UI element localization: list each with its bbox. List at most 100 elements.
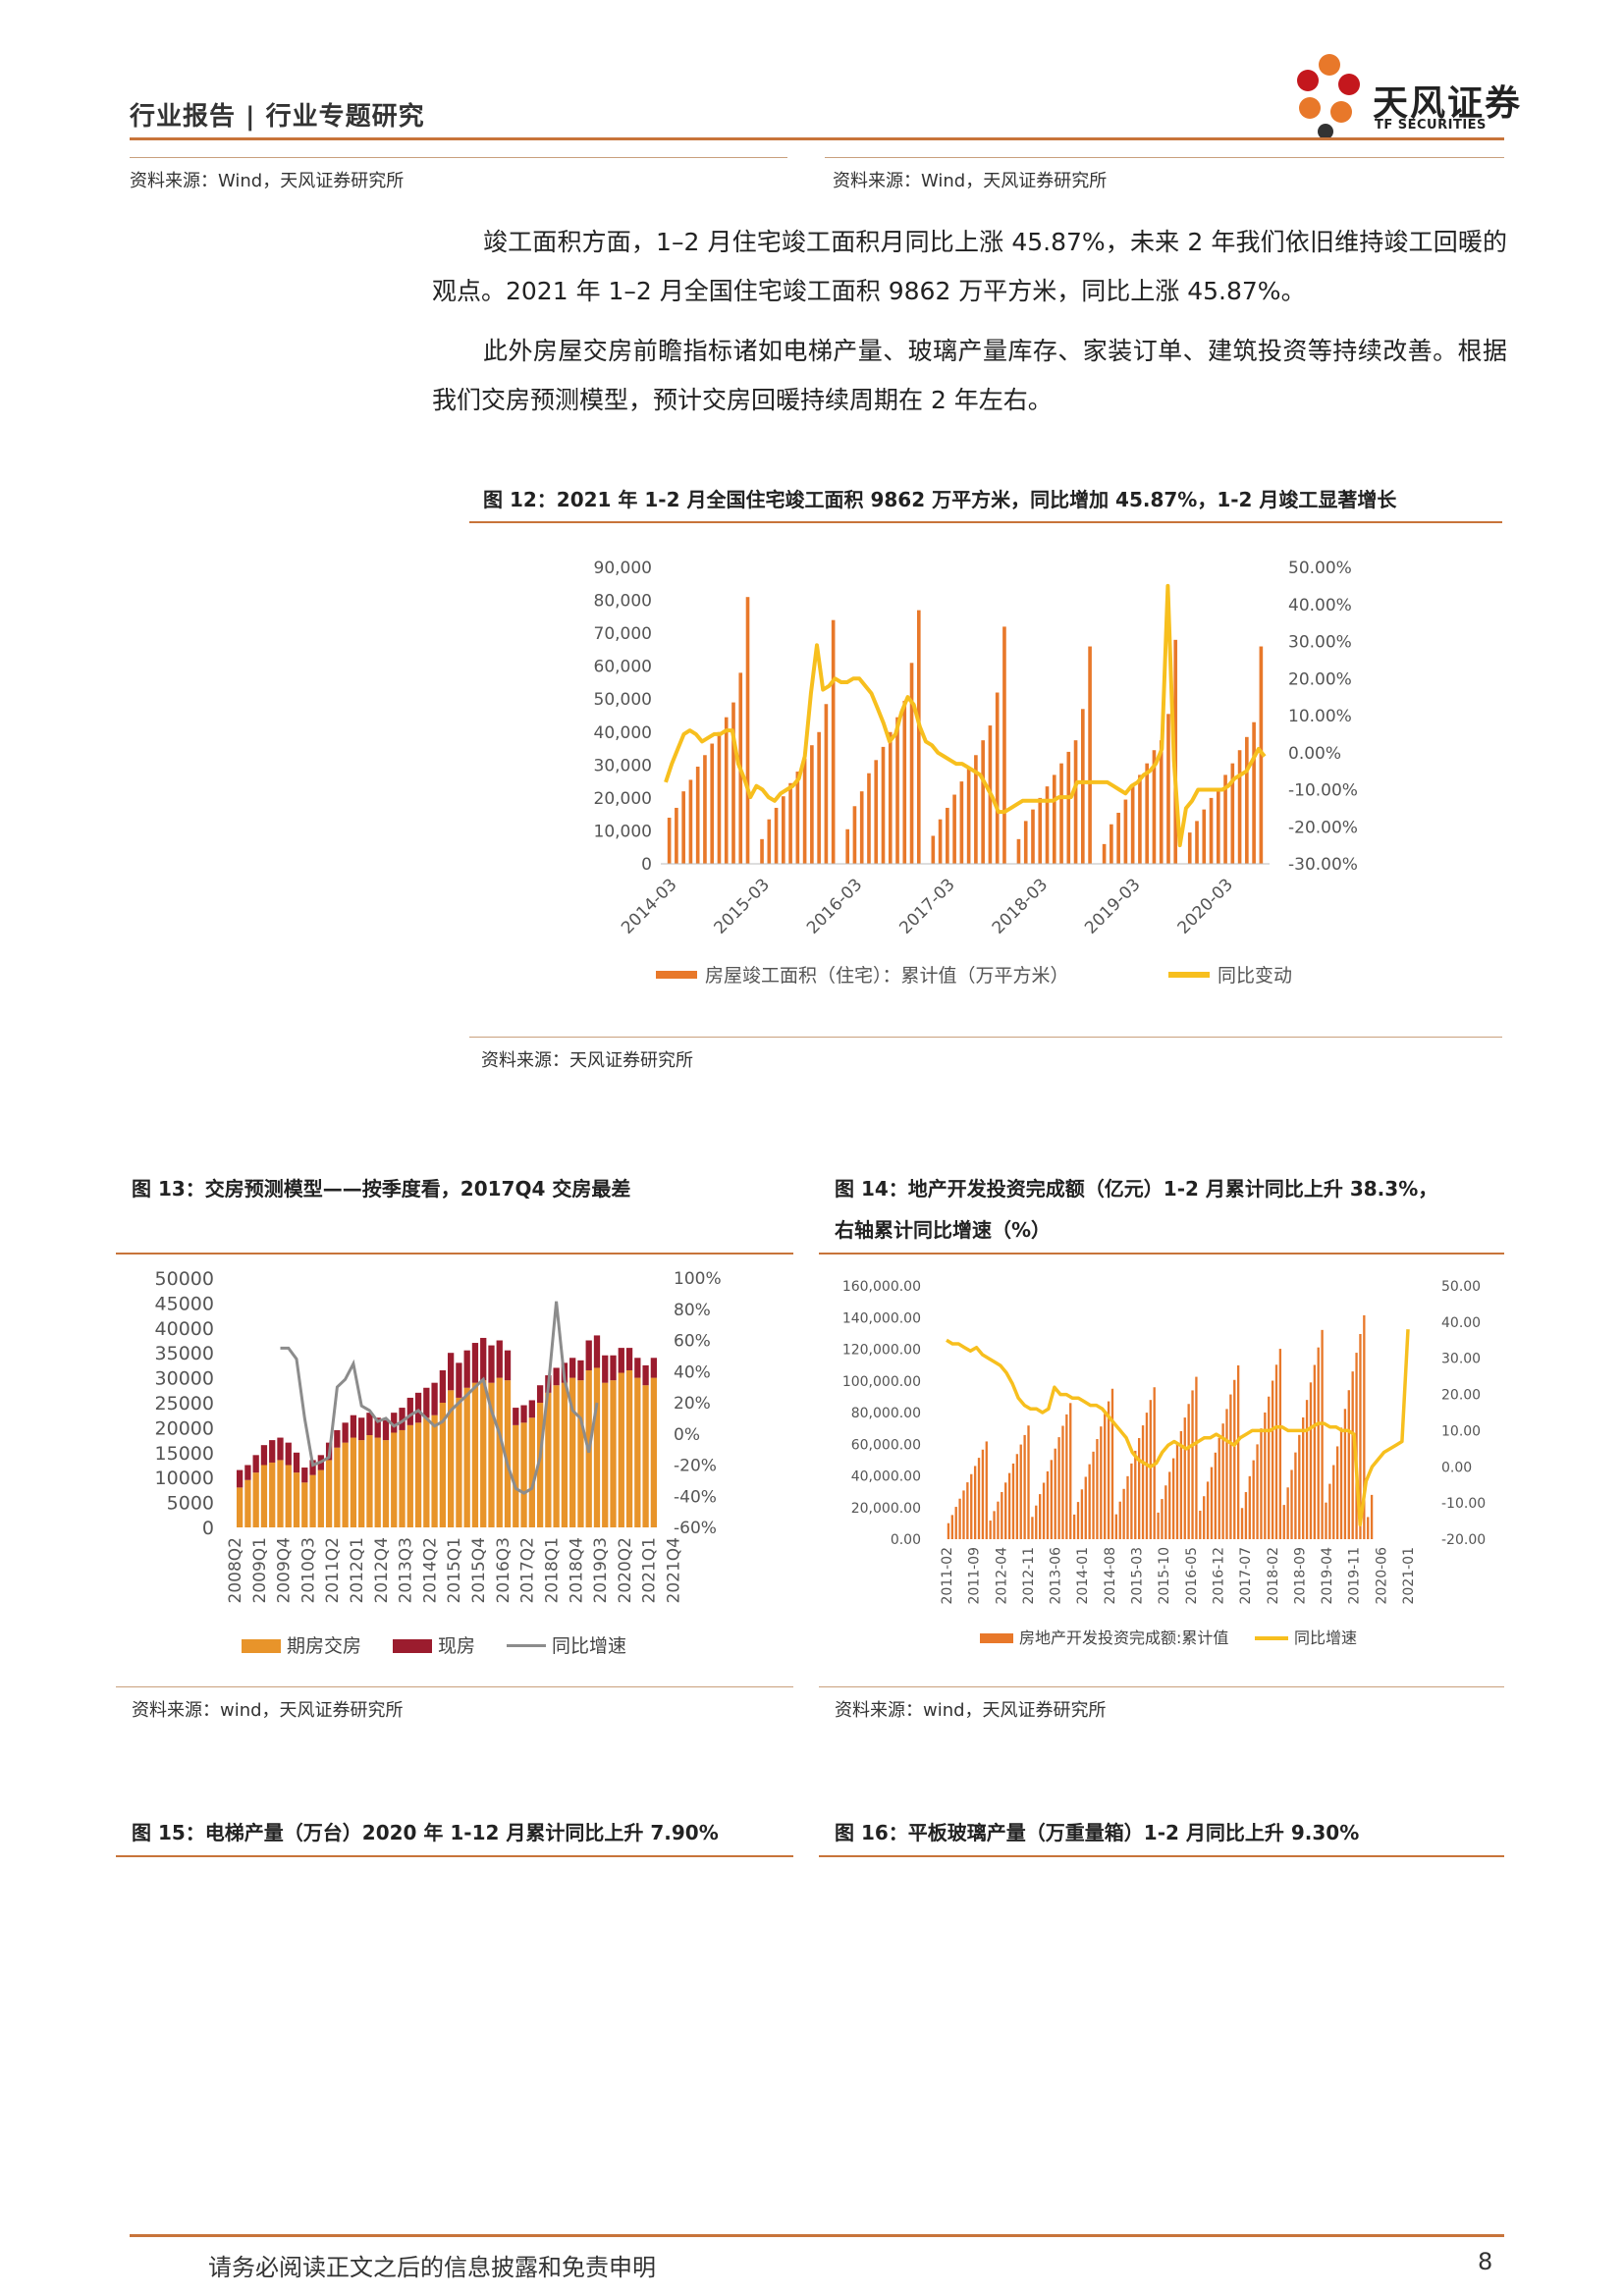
- y2-tick-label: 0.00: [1441, 1460, 1472, 1475]
- x-tick-label: 2014Q2: [420, 1537, 440, 1603]
- completion-bar: [860, 791, 864, 864]
- completion-bar: [1038, 798, 1042, 864]
- existing-delivery-bar: [286, 1443, 292, 1466]
- y-tick-label: 0: [641, 855, 652, 875]
- investment-bar: [993, 1511, 995, 1539]
- y-tick-label: 60,000.00: [851, 1437, 921, 1453]
- x-tick-label: 2018-03: [989, 875, 1052, 937]
- legend-bar-swatch: [656, 971, 697, 979]
- x-tick-label: 2021-01: [1401, 1547, 1417, 1605]
- futures-delivery-bar: [472, 1383, 478, 1527]
- investment-bar: [1012, 1464, 1014, 1539]
- investment-bar: [1119, 1502, 1121, 1539]
- x-tick-label: 2020-06: [1374, 1547, 1389, 1605]
- y-tick-label: 70,000: [594, 624, 652, 644]
- completion-bar: [675, 808, 678, 864]
- investment-bar: [1108, 1402, 1110, 1539]
- x-tick-label: 2020Q2: [616, 1537, 635, 1603]
- futures-delivery-bar: [431, 1415, 437, 1527]
- existing-delivery-bar: [383, 1420, 389, 1440]
- futures-delivery-bar: [602, 1383, 608, 1527]
- investment-bar: [1253, 1461, 1255, 1539]
- investment-bar: [1306, 1400, 1308, 1539]
- existing-delivery-bar: [407, 1398, 413, 1425]
- investment-bar: [1104, 1414, 1106, 1539]
- completion-bar: [939, 820, 943, 864]
- investment-bar: [1199, 1511, 1201, 1539]
- futures-delivery-bar: [562, 1383, 568, 1527]
- x-tick-label: 2017-03: [895, 875, 958, 937]
- y-tick-label: 90,000: [594, 559, 652, 578]
- x-tick-label: 2015Q1: [445, 1537, 464, 1603]
- x-tick-label: 2011-09: [967, 1547, 983, 1605]
- investment-bar: [978, 1458, 980, 1539]
- investment-bar: [1249, 1476, 1251, 1539]
- investment-bar: [1111, 1389, 1113, 1539]
- investment-bar: [1172, 1459, 1174, 1539]
- investment-bar: [1371, 1495, 1373, 1539]
- completion-bar: [1088, 647, 1092, 864]
- y2-tick-label: -20.00: [1441, 1532, 1486, 1548]
- figure-divider: [819, 1855, 1504, 1857]
- completion-bar: [718, 732, 722, 864]
- existing-delivery-bar: [553, 1367, 559, 1385]
- investment-bar: [1039, 1494, 1041, 1539]
- existing-delivery-bar: [253, 1455, 259, 1472]
- completion-bar: [1017, 839, 1021, 864]
- existing-delivery-bar: [488, 1346, 494, 1383]
- x-tick-label: 2019-04: [1320, 1547, 1335, 1605]
- completion-bar: [810, 745, 814, 864]
- existing-delivery-bar: [602, 1356, 608, 1383]
- existing-delivery-bar: [237, 1470, 243, 1488]
- completion-bar: [1131, 786, 1135, 864]
- y-tick-label: 20000: [155, 1417, 214, 1439]
- futures-delivery-bar: [553, 1385, 559, 1527]
- investment-bar: [1344, 1409, 1346, 1539]
- figure-title: 图 15：电梯产量（万台）2020 年 1-12 月累计同比上升 7.90%: [132, 1812, 719, 1853]
- source-note: 资料来源：wind，天风证券研究所: [835, 1696, 1107, 1722]
- y-tick-label: 10,000: [594, 822, 652, 841]
- existing-delivery-bar: [610, 1356, 616, 1380]
- investment-bar: [1100, 1426, 1102, 1539]
- existing-delivery-bar: [301, 1468, 307, 1482]
- completion-bar: [1245, 737, 1249, 864]
- investment-bar: [1352, 1371, 1354, 1539]
- completion-bar: [960, 781, 964, 864]
- y-tick-label: 0: [202, 1518, 214, 1539]
- completion-bar: [1160, 740, 1164, 864]
- y2-tick-label: 50.00: [1441, 1279, 1481, 1295]
- completion-bar: [825, 704, 829, 864]
- investment-bar: [1122, 1489, 1124, 1539]
- y2-tick-label: 40.00: [1441, 1315, 1481, 1331]
- y-tick-label: 40000: [155, 1318, 214, 1340]
- investment-bar: [1008, 1473, 1010, 1539]
- investment-bar: [1225, 1409, 1227, 1539]
- existing-delivery-bar: [497, 1341, 503, 1378]
- y2-tick-label: 40%: [674, 1362, 711, 1382]
- completion-bar: [996, 693, 1000, 864]
- delivery-forecast-chart: 5000045000400003500030000250002000015000…: [116, 1266, 793, 1679]
- source-note: 资料来源：Wind，天风证券研究所: [130, 167, 404, 192]
- x-tick-label: 2020-03: [1174, 875, 1237, 937]
- x-tick-label: 2014-08: [1103, 1547, 1118, 1605]
- x-tick-label: 2011Q2: [323, 1537, 343, 1603]
- existing-delivery-bar: [464, 1351, 470, 1388]
- investment-chart: 160,000.00140,000.00120,000.00100,000.00…: [819, 1266, 1504, 1679]
- y-tick-label: 50000: [155, 1268, 214, 1290]
- existing-delivery-bar: [480, 1338, 486, 1380]
- y2-tick-label: 100%: [674, 1269, 722, 1289]
- y2-tick-label: 10.00: [1441, 1423, 1481, 1439]
- investment-bar: [1332, 1466, 1334, 1539]
- investment-bar: [962, 1490, 964, 1539]
- figure-divider: [116, 1253, 793, 1255]
- y2-tick-label: -40%: [674, 1487, 717, 1507]
- investment-bar: [1325, 1503, 1326, 1539]
- divider: [130, 157, 787, 158]
- completion-bar: [1024, 821, 1028, 864]
- y-tick-label: 20,000: [594, 789, 652, 809]
- investment-bar: [1142, 1425, 1144, 1539]
- investment-bar: [1283, 1505, 1285, 1539]
- investment-bar: [1256, 1444, 1258, 1539]
- legend-label: 房屋竣工面积（住宅）：累计值（万平方米）: [705, 965, 1069, 987]
- investment-bar: [947, 1523, 949, 1539]
